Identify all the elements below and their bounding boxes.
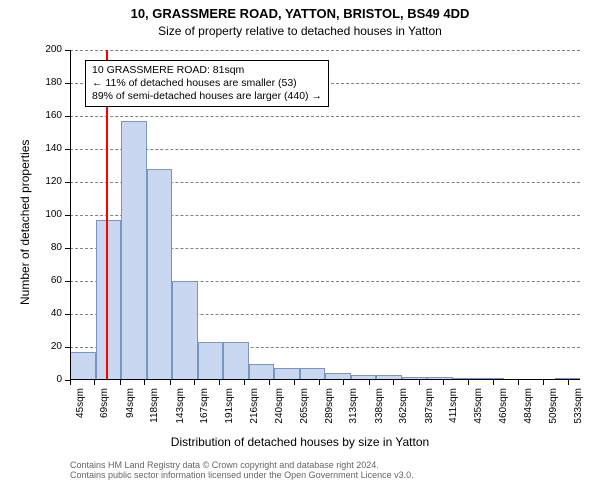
histogram-bar: [121, 121, 147, 380]
x-tick-mark: [194, 380, 195, 385]
x-tick-label: 387sqm: [424, 388, 435, 428]
x-tick-label: 289sqm: [324, 388, 335, 428]
x-tick-mark: [568, 380, 569, 385]
x-tick-label: 94sqm: [125, 388, 136, 428]
y-tick-label: 20: [32, 341, 62, 352]
y-tick-label: 160: [32, 110, 62, 121]
x-tick-mark: [94, 380, 95, 385]
histogram-bar: [70, 352, 96, 380]
y-tick-label: 180: [32, 77, 62, 88]
y-axis-title: Number of detached properties: [18, 140, 32, 305]
chart-subtitle: Size of property relative to detached ho…: [0, 24, 600, 38]
x-tick-mark: [518, 380, 519, 385]
y-tick-label: 40: [32, 308, 62, 319]
x-axis-line: [70, 379, 580, 380]
x-tick-mark: [543, 380, 544, 385]
histogram-bar: [249, 364, 275, 381]
grid-line: [70, 116, 580, 117]
histogram-bar: [172, 281, 198, 380]
x-tick-label: 313sqm: [348, 388, 359, 428]
x-tick-label: 338sqm: [374, 388, 385, 428]
x-tick-mark: [319, 380, 320, 385]
x-tick-label: 411sqm: [448, 388, 459, 428]
anno-line2: ← 11% of detached houses are smaller (53…: [92, 77, 322, 90]
x-tick-mark: [294, 380, 295, 385]
grid-line: [70, 149, 580, 150]
y-tick-label: 0: [32, 374, 62, 385]
x-tick-label: 216sqm: [249, 388, 260, 428]
x-tick-label: 118sqm: [149, 388, 160, 428]
histogram-bar: [96, 220, 122, 380]
y-tick-label: 80: [32, 242, 62, 253]
x-tick-label: 484sqm: [523, 388, 534, 428]
x-tick-label: 69sqm: [99, 388, 110, 428]
histogram-bar: [223, 342, 249, 380]
x-tick-mark: [393, 380, 394, 385]
x-tick-mark: [120, 380, 121, 385]
anno-line3: 89% of semi-detached houses are larger (…: [92, 90, 322, 103]
x-tick-label: 362sqm: [398, 388, 409, 428]
x-tick-label: 460sqm: [498, 388, 509, 428]
x-tick-mark: [419, 380, 420, 385]
x-tick-mark: [219, 380, 220, 385]
x-tick-mark: [369, 380, 370, 385]
y-tick-label: 140: [32, 143, 62, 154]
y-tick-label: 100: [32, 209, 62, 220]
x-tick-mark: [343, 380, 344, 385]
x-tick-mark: [269, 380, 270, 385]
x-tick-label: 45sqm: [75, 388, 86, 428]
x-tick-label: 509sqm: [548, 388, 559, 428]
anno-line1: 10 GRASSMERE ROAD: 81sqm: [92, 64, 322, 77]
x-tick-mark: [70, 380, 71, 385]
footer: Contains HM Land Registry data © Crown c…: [70, 460, 414, 480]
x-tick-label: 265sqm: [299, 388, 310, 428]
x-tick-mark: [244, 380, 245, 385]
footer-line1: Contains HM Land Registry data © Crown c…: [70, 460, 414, 470]
chart-title: 10, GRASSMERE ROAD, YATTON, BRISTOL, BS4…: [0, 6, 600, 21]
footer-line2: Contains public sector information licen…: [70, 470, 414, 480]
x-axis-title: Distribution of detached houses by size …: [0, 435, 600, 449]
x-tick-label: 167sqm: [199, 388, 210, 428]
histogram-bar: [198, 342, 224, 380]
x-tick-mark: [493, 380, 494, 385]
x-tick-label: 435sqm: [473, 388, 484, 428]
histogram-bar: [147, 169, 173, 380]
y-tick-label: 60: [32, 275, 62, 286]
grid-line: [70, 50, 580, 51]
x-tick-label: 533sqm: [573, 388, 584, 428]
x-tick-label: 240sqm: [274, 388, 285, 428]
x-tick-label: 191sqm: [224, 388, 235, 428]
chart-container: { "title": "10, GRASSMERE ROAD, YATTON, …: [0, 0, 600, 500]
y-tick-label: 200: [32, 44, 62, 55]
annotation-box: 10 GRASSMERE ROAD: 81sqm ← 11% of detach…: [85, 60, 329, 107]
y-tick-label: 120: [32, 176, 62, 187]
x-tick-mark: [443, 380, 444, 385]
x-tick-mark: [468, 380, 469, 385]
x-tick-mark: [144, 380, 145, 385]
x-tick-label: 143sqm: [175, 388, 186, 428]
x-tick-mark: [170, 380, 171, 385]
y-axis-line: [70, 50, 71, 380]
